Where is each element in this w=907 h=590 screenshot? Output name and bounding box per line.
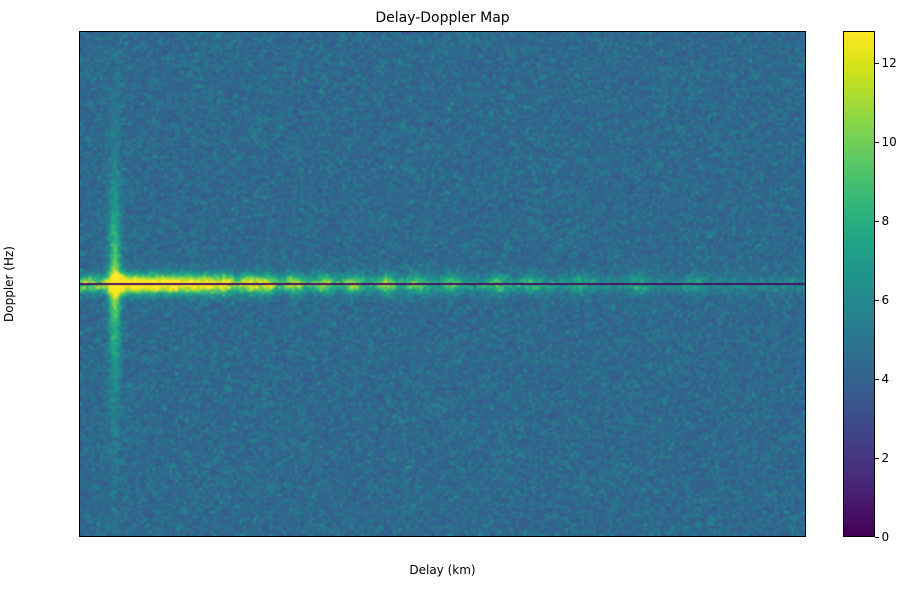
colorbar-tick-label: 2: [881, 450, 890, 465]
x-tick-mark: [115, 536, 116, 537]
colorbar-tick-mark: [875, 141, 879, 143]
x-tick-mark: [348, 536, 349, 537]
colorbar-gradient: [844, 32, 874, 536]
colorbar-frame: [843, 31, 875, 537]
colorbar-tick-label: 12: [881, 55, 897, 70]
x-axis-label: Delay (km): [409, 563, 476, 577]
page-title: Delay-Doppler Map: [375, 10, 510, 26]
colorbar-tick-label: 8: [881, 213, 890, 228]
colorbar[interactable]: 0 2 4 6 8 10 12: [843, 31, 897, 543]
colorbar-tick-mark: [875, 378, 879, 380]
x-tick-mark: [464, 536, 465, 537]
plot-area[interactable]: −200−150−100−50050100150200 01020304050: [79, 31, 806, 537]
colorbar-tick-mark: [875, 457, 879, 459]
delay-doppler-heatmap: [80, 32, 805, 536]
y-axis-label: Doppler (Hz): [2, 246, 16, 322]
colorbar-tick-label: 6: [881, 292, 890, 307]
x-tick-mark: [231, 536, 232, 537]
colorbar-tick-label: 4: [881, 371, 890, 386]
colorbar-tick-mark: [875, 537, 879, 538]
x-tick-mark: [580, 536, 581, 537]
colorbar-tick-mark: [875, 62, 879, 64]
colorbar-tick-label: 0: [881, 530, 890, 544]
colorbar-tick-mark: [875, 220, 879, 222]
colorbar-tick-mark: [875, 299, 879, 301]
colorbar-tick-label: 10: [881, 134, 897, 149]
x-tick-mark: [696, 536, 697, 537]
